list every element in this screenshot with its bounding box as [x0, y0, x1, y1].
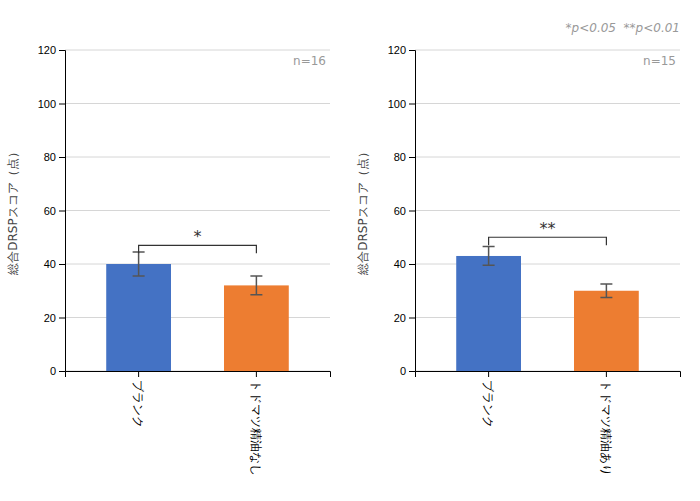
y-tick-mark: [59, 264, 65, 265]
annotation: n=16: [293, 54, 326, 68]
grid-line: [65, 50, 330, 51]
y-tick: 40: [394, 258, 415, 270]
y-tick-label: 40: [44, 258, 56, 270]
y-tick-label: 60: [44, 205, 56, 217]
plot-marks: [456, 237, 639, 371]
x-axis-line: [416, 372, 681, 378]
y-tick: 100: [38, 98, 65, 110]
y-tick-mark: [409, 157, 415, 158]
y-axis: 0 20 40 60 80 100 120: [38, 44, 66, 377]
x-tick: ブランク: [131, 371, 145, 428]
x-axis: ブランク トドマツ精油なし: [66, 371, 331, 476]
bar: [456, 256, 521, 371]
y-tick-label: 100: [388, 98, 406, 110]
error-bar: [600, 284, 612, 297]
grid-line: [415, 210, 680, 211]
x-tick: トドマツ精油なし: [249, 371, 263, 476]
y-tick: 80: [44, 151, 65, 163]
y-tick-label: 40: [394, 258, 406, 270]
x-tick-mark: [488, 371, 489, 377]
grid-line: [415, 317, 680, 318]
bar: [106, 264, 171, 371]
y-tick: 0: [400, 365, 415, 377]
y-tick-mark: [59, 104, 65, 105]
significance-bracket: [139, 245, 257, 253]
grid-line: [65, 157, 330, 158]
y-tick-label: 20: [394, 312, 406, 324]
grid-line: [415, 157, 680, 158]
y-tick-label: 20: [44, 312, 56, 324]
x-tick-mark: [138, 371, 139, 377]
y-axis-title: 総合DRSPスコア（点）: [356, 146, 370, 275]
grid: [65, 50, 330, 371]
x-axis-line: [66, 372, 331, 378]
grid-line: [65, 264, 330, 265]
y-axis-line: [59, 51, 66, 372]
annotation: n=15: [643, 54, 676, 68]
y-tick-mark: [59, 157, 65, 158]
panel: 0 20 40 60 80 100 120 ブランク トドマツ精油あり 総合DRSPスコア（点） n…: [356, 21, 681, 476]
grid-line: [415, 103, 680, 104]
y-tick: 120: [38, 44, 65, 56]
y-tick: 60: [44, 205, 65, 217]
y-tick-label: 120: [388, 44, 406, 56]
grid-line: [65, 210, 330, 211]
grid: [415, 50, 680, 371]
bar: [224, 285, 289, 371]
y-tick-label: 0: [50, 365, 56, 377]
y-tick-mark: [409, 264, 415, 265]
x-tick: ブランク: [481, 371, 495, 428]
y-tick-mark: [409, 104, 415, 105]
y-axis-title: 総合DRSPスコア（点）: [6, 146, 20, 275]
x-tick-mark: [606, 371, 607, 377]
y-tick-mark: [59, 211, 65, 212]
x-tick: トドマツ精油あり: [599, 371, 613, 476]
y-tick-mark: [59, 371, 65, 372]
y-tick: 100: [388, 98, 415, 110]
significance-label: **: [540, 219, 556, 238]
y-tick-label: 100: [38, 98, 56, 110]
y-tick: 20: [44, 312, 65, 324]
chart-svg: 0 20 40 60 80 100 120 ブランク トドマツ精油なし 総合DRSPスコア（点） n…: [0, 0, 700, 501]
y-tick: 120: [388, 44, 415, 56]
plot-marks: [106, 245, 289, 371]
y-tick-mark: [409, 318, 415, 319]
x-axis: ブランク トドマツ精油あり: [416, 371, 681, 476]
y-tick-label: 80: [394, 151, 406, 163]
x-tick-label: ブランク: [481, 380, 495, 428]
error-bar: [250, 276, 262, 295]
y-tick: 0: [50, 365, 65, 377]
grid-line: [65, 103, 330, 104]
y-tick-label: 120: [38, 44, 56, 56]
x-tick-label: トドマツ精油あり: [599, 380, 613, 476]
y-tick: 80: [394, 151, 415, 163]
y-tick: 20: [394, 312, 415, 324]
y-tick-label: 0: [400, 365, 406, 377]
y-tick-label: 60: [394, 205, 406, 217]
grid-line: [415, 50, 680, 51]
grid-line: [65, 317, 330, 318]
x-tick-label: ブランク: [131, 380, 145, 428]
panel: 0 20 40 60 80 100 120 ブランク トドマツ精油なし 総合DRSPスコア（点） n…: [6, 44, 331, 476]
bar: [574, 291, 639, 371]
significance-label: *: [194, 227, 202, 246]
annotation: *p<0.05 **p<0.01: [566, 21, 680, 35]
y-axis-line: [409, 51, 416, 372]
y-tick: 60: [394, 205, 415, 217]
x-tick-mark: [256, 371, 257, 377]
error-bar: [133, 252, 145, 276]
x-tick-label: トドマツ精油なし: [249, 380, 263, 476]
y-tick-label: 80: [44, 151, 56, 163]
y-tick-mark: [59, 318, 65, 319]
y-tick-mark: [409, 371, 415, 372]
y-tick: 40: [44, 258, 65, 270]
grid-line: [415, 264, 680, 265]
error-bar: [483, 247, 495, 266]
significance-bracket: [489, 237, 607, 245]
y-tick-mark: [409, 50, 415, 51]
y-axis: 0 20 40 60 80 100 120: [388, 44, 416, 377]
y-tick-mark: [59, 50, 65, 51]
y-tick-mark: [409, 211, 415, 212]
